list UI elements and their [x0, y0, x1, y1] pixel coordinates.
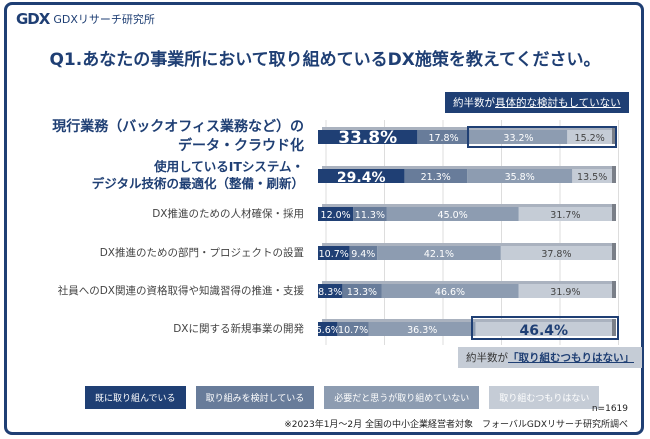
- data-label: 46.6%: [435, 287, 465, 298]
- bar-segment: [377, 246, 501, 260]
- legend: 既に取り組んでいる 取り組みを検討している 必要だと思うが取り組めていない 取り…: [84, 385, 601, 410]
- bar-segment: [318, 284, 343, 298]
- callout-bottom: 約半数が「取り組むつもりはない」: [458, 347, 642, 368]
- bar-top-bevel: [322, 204, 616, 207]
- data-label: 6.6%: [316, 325, 340, 336]
- bar-segment: [518, 284, 613, 298]
- bar-top-bevel: [322, 243, 616, 246]
- category-label-line: DX推進のための人材確保・採用: [152, 208, 304, 220]
- legend-item: 取り組みを検討している: [194, 385, 316, 410]
- logo-text: GDXリサーチ研究所: [53, 13, 155, 26]
- data-label: 31.9%: [550, 287, 580, 298]
- bar-top-bevel: [322, 319, 616, 322]
- data-label: 9.4%: [351, 249, 375, 260]
- bar-segment: [318, 169, 405, 183]
- legend-item: 必要だと思うが取り組めていない: [323, 385, 481, 410]
- bar-top-bevel: [322, 281, 616, 284]
- category-label-line: 現行業務（バックオフィス業務など）の: [52, 119, 304, 135]
- data-label: 42.1%: [424, 249, 454, 260]
- highlight-box-bottom: [471, 316, 619, 340]
- data-label: 29.4%: [337, 170, 386, 186]
- bar-side-bevel: [612, 204, 616, 221]
- category-label: DXに関する新規事業の開発: [173, 322, 304, 336]
- bar-segment: [467, 169, 573, 183]
- source-note: ※2023年1月～2月 全国の中小企業経営者対象 フォーバルGDXリサーチ研究所…: [284, 420, 628, 430]
- bar-segment: [475, 322, 612, 336]
- bar-segment: [572, 169, 612, 183]
- category-label: 社員へのDX関連の資格取得や知識習得の推進・支援: [58, 284, 304, 298]
- data-label: 13.5%: [577, 172, 607, 183]
- data-label: 21.3%: [421, 172, 451, 183]
- category-label: DX推進のための部門・プロジェクトの設置: [100, 246, 304, 260]
- bar-segment: [349, 246, 378, 260]
- bar-segment: [353, 207, 387, 221]
- data-label: 35.8%: [505, 172, 535, 183]
- bar-segment: [342, 284, 382, 298]
- logo: GDX GDXリサーチ研究所: [16, 10, 155, 28]
- category-label-line: 使用しているITシステム・: [154, 159, 304, 174]
- category-label-line: 社員へのDX関連の資格取得や知識習得の推進・支援: [57, 285, 304, 297]
- logo-mark: GDX: [16, 10, 50, 28]
- bar-segment: [567, 130, 612, 144]
- data-label: 33.2%: [503, 133, 533, 144]
- category-label: 使用しているITシステム・ デジタル技術の最適化（整備・刷新）: [92, 159, 304, 193]
- data-label: 46.4%: [520, 323, 569, 339]
- bar-side-bevel: [612, 243, 616, 260]
- bar-segment: [518, 207, 612, 221]
- data-label: 33.8%: [338, 128, 397, 148]
- bar-side-bevel: [612, 166, 616, 183]
- bar-segment: [318, 322, 338, 336]
- bar-segment: [386, 207, 519, 221]
- highlight-box-top: [467, 126, 617, 148]
- data-label: 10.7%: [319, 249, 349, 260]
- bar-segment: [318, 246, 350, 260]
- legend-item: 取り組むつもりはない: [488, 385, 601, 410]
- bar-segment: [318, 130, 418, 144]
- category-label-line: DX推進のための部門・プロジェクトの設置: [99, 247, 304, 259]
- bar-segment: [404, 169, 468, 183]
- bar-side-bevel: [612, 319, 616, 336]
- data-label: 45.0%: [438, 210, 468, 221]
- callout-top: 約半数が具体的な検討もしていない: [445, 92, 629, 113]
- data-label: 37.8%: [541, 249, 571, 260]
- bar-side-bevel: [612, 127, 616, 144]
- frame: [4, 2, 644, 435]
- data-label: 11.3%: [355, 210, 385, 221]
- category-label-line: DXに関する新規事業の開発: [173, 323, 304, 335]
- bar-side-bevel: [612, 281, 616, 298]
- data-label: 10.7%: [338, 325, 368, 336]
- chart-title: Q1.あなたの事業所において取り組めているDX施策を教えてください。: [49, 50, 601, 70]
- bar-segment: [318, 207, 354, 221]
- category-label-line: デジタル技術の最適化（整備・刷新）: [91, 175, 304, 191]
- sample-size: n=1619: [591, 404, 628, 414]
- bar-top-bevel: [322, 166, 616, 169]
- data-label: 15.2%: [575, 133, 605, 144]
- category-label: DX推進のための人材確保・採用: [152, 207, 304, 221]
- callout-top-emph: 具体的な検討もしていない: [495, 97, 621, 109]
- callout-top-prefix: 約半数が: [453, 97, 495, 109]
- bar-segment: [381, 284, 519, 298]
- data-label: 8.3%: [318, 287, 342, 298]
- bar-segment: [368, 322, 476, 336]
- data-label: 13.3%: [347, 287, 377, 298]
- bar-segment: [417, 130, 470, 144]
- data-label: 17.8%: [428, 133, 458, 144]
- data-label: 12.0%: [321, 210, 351, 221]
- category-label-line: データ・クラウド化: [178, 137, 304, 154]
- bar-segment: [500, 246, 612, 260]
- category-label: 現行業務（バックオフィス業務など）のデータ・クラウド化: [52, 118, 304, 156]
- bar-segment: [469, 130, 568, 144]
- legend-item: 既に取り組んでいる: [84, 385, 187, 410]
- data-label: 36.3%: [407, 325, 437, 336]
- callout-bottom-emph: 「取り組むつもりはない」: [508, 352, 634, 364]
- data-label: 31.7%: [550, 210, 580, 221]
- bar-segment: [337, 322, 369, 336]
- callout-bottom-prefix: 約半数が: [466, 352, 508, 364]
